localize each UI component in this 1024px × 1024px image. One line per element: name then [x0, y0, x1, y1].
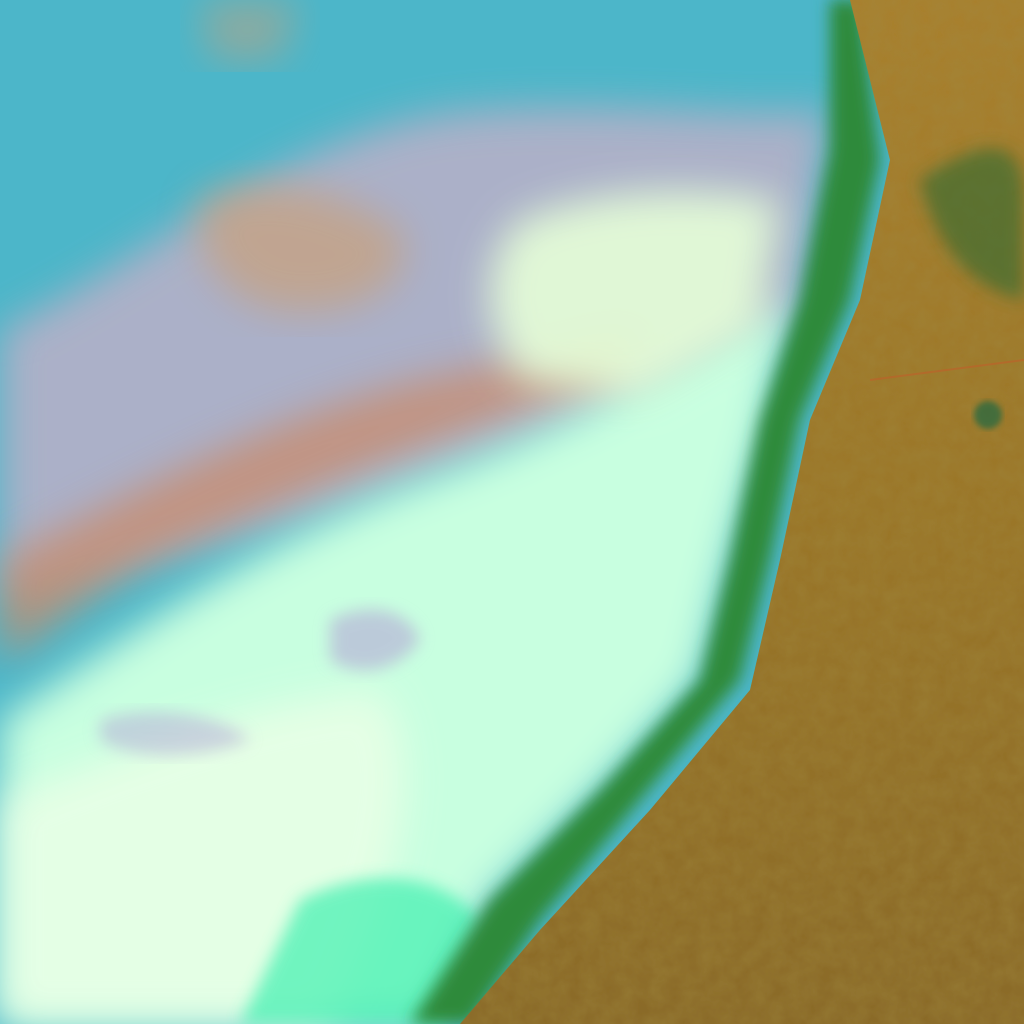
cloud-bright — [490, 191, 780, 400]
land-crater — [974, 401, 1002, 429]
dust-patch — [200, 0, 300, 60]
dust-streak — [0, 330, 640, 660]
dust-patch — [198, 185, 404, 312]
cloud-haze-lilac — [330, 609, 420, 671]
cloud-cyan-edge — [240, 878, 480, 1024]
land-road — [869, 359, 1024, 381]
cloud-haze-lilac — [100, 711, 250, 755]
land-dark-ridge — [920, 148, 1024, 300]
coastal-vegetation — [410, 0, 880, 1024]
